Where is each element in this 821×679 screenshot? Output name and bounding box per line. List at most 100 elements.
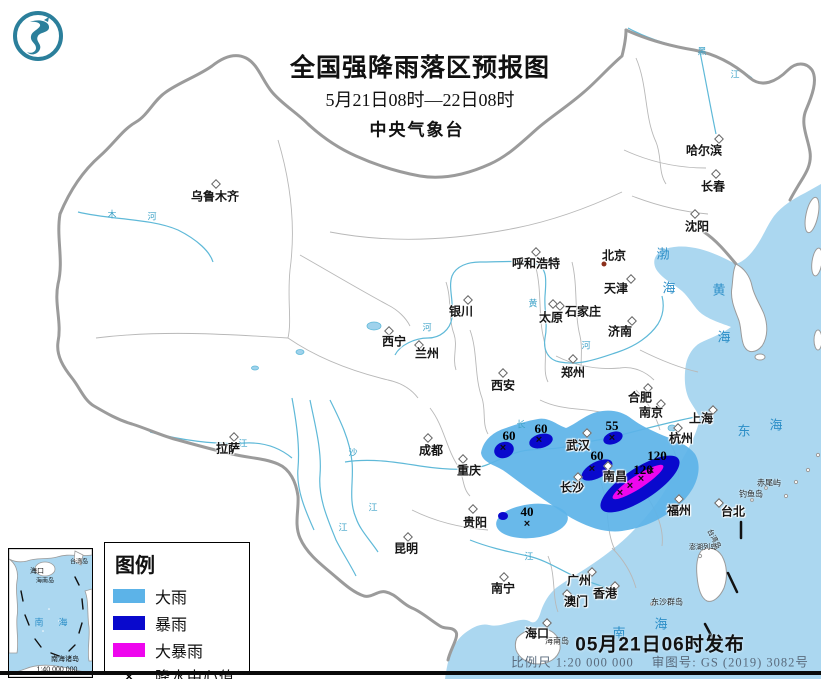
- jeju-island: [754, 353, 766, 361]
- capital-marker: [601, 261, 607, 267]
- islands: [514, 196, 821, 665]
- sea-name-label: 东: [737, 423, 751, 439]
- river-name-label: 江: [730, 69, 740, 80]
- legend-row: 大暴雨: [113, 636, 241, 663]
- city-label: 合肥: [627, 390, 653, 405]
- city-label: 石家庄: [564, 304, 602, 319]
- river-name-label: 沙: [348, 447, 358, 458]
- rainstorm-area: [529, 433, 553, 449]
- river-name-label: 河: [147, 211, 157, 222]
- island-label: 赤尾屿: [757, 478, 781, 488]
- legend-row: 暴雨: [113, 609, 241, 636]
- agency-name: 中央气象台: [369, 120, 465, 140]
- precip-value-label: 60: [502, 428, 516, 443]
- legend-label: 大雨: [155, 589, 188, 607]
- city-label: 澳门: [563, 594, 589, 609]
- city-label: 北京: [601, 248, 627, 263]
- city-label: 贵阳: [462, 515, 488, 530]
- inset-label: 1:40 000 000: [36, 666, 78, 674]
- city-label: 呼和浩特: [511, 256, 561, 271]
- inset-label: 南: [34, 617, 44, 628]
- city-label: 香港: [592, 586, 618, 601]
- island-label: 澎湖列岛: [689, 544, 717, 551]
- city-label: 郑州: [560, 365, 586, 380]
- map-scale-line: 比例尺 1:20 000 000 审图号: GS (2019) 3082号: [511, 652, 821, 671]
- city-label: 哈尔滨: [685, 143, 723, 158]
- river-name-label: 长: [516, 419, 526, 430]
- precip-center-mark: ×: [637, 473, 645, 485]
- heavy-rain-area-southwest: [496, 503, 568, 539]
- city-label: 福州: [666, 503, 692, 518]
- legend-row: 大雨: [113, 582, 241, 609]
- scale-text: 比例尺 1:20 000 000: [511, 655, 634, 670]
- sea-name-label: 南: [612, 625, 626, 641]
- legend-swatch: [113, 615, 145, 630]
- city-label: 重庆: [456, 463, 482, 478]
- rain-areas: [481, 410, 699, 539]
- city-label: 乌鲁木齐: [190, 189, 240, 204]
- city-label: 南宁: [490, 581, 516, 596]
- approval-number: 审图号: GS (2019) 3082号: [651, 655, 809, 670]
- korea-peninsula: [731, 263, 768, 353]
- city-label: 武汉: [565, 438, 591, 453]
- city-label: 天津: [603, 281, 629, 296]
- country-border: [55, 28, 816, 662]
- river-name-label: 黄: [528, 298, 538, 309]
- precip-value-label: 55: [605, 418, 619, 433]
- city-label: 南昌: [602, 469, 628, 484]
- river-name-label: 河: [422, 322, 432, 333]
- precip-center-mark: ×: [588, 463, 596, 475]
- city-label: 台北: [720, 504, 746, 519]
- precip-center-mark: ×: [647, 465, 655, 477]
- nine-dash-line: [703, 520, 743, 639]
- city-label: 西安: [490, 378, 516, 393]
- city-label: 成都: [418, 443, 444, 458]
- city-label: 拉萨: [215, 441, 241, 456]
- river-name-label: 黑: [697, 46, 707, 57]
- city-label: 上海: [688, 411, 714, 426]
- precip-value-label: 120: [647, 448, 667, 463]
- japan-island: [804, 196, 820, 234]
- precip-value-label: 120: [633, 462, 653, 477]
- south-china-sea-inset: 海口 海南岛 台湾岛南 海南海诸岛 1:40 000 000: [8, 548, 93, 678]
- precip-center-mark: ×: [535, 434, 543, 446]
- island-label: 海南岛: [545, 636, 569, 646]
- sea-name-label: 海: [662, 280, 676, 296]
- rainstorm-area: [494, 441, 514, 459]
- precip-center-mark: ×: [523, 518, 531, 530]
- city-label: 济南: [607, 324, 633, 339]
- inset-label: 台湾岛: [69, 559, 89, 566]
- city-label: 南京: [638, 405, 664, 420]
- precip-value-label: 40: [520, 504, 534, 519]
- legend-label: 暴雨: [155, 616, 188, 634]
- legend-title: 图例: [115, 555, 155, 577]
- river-name-label: 江: [368, 502, 378, 513]
- precip-center-mark: ×: [616, 487, 624, 499]
- river-name-label: 木: [107, 209, 117, 220]
- release-time: 05月21日06时发布: [575, 634, 745, 656]
- japan-island: [813, 329, 821, 351]
- legend-label: 大暴雨: [155, 643, 204, 661]
- sea-name-label: 海: [717, 329, 731, 345]
- precip-center-mark: ×: [499, 442, 507, 454]
- legend-swatch: [113, 642, 145, 657]
- japan-island: [811, 247, 821, 277]
- rainstorm-area: [498, 512, 508, 520]
- island-label: 东沙群岛: [651, 597, 683, 607]
- inset-label: 海口: [30, 568, 44, 575]
- river-name-label: 河: [581, 340, 591, 351]
- city-label: 西宁: [381, 334, 407, 349]
- sea-name-label: 黄: [712, 282, 726, 298]
- cma-dragon-logo: [13, 11, 63, 61]
- legend-swatch: [113, 588, 145, 603]
- city-label: 广州: [566, 573, 592, 588]
- island-label: 钓鱼岛: [739, 489, 763, 499]
- inset-label: 海南岛: [35, 578, 55, 585]
- severe-rainstorm-area: [612, 464, 664, 500]
- city-label: 太原: [538, 310, 564, 325]
- city-label: 沈阳: [684, 219, 710, 234]
- precip-value-label: 60: [590, 448, 604, 463]
